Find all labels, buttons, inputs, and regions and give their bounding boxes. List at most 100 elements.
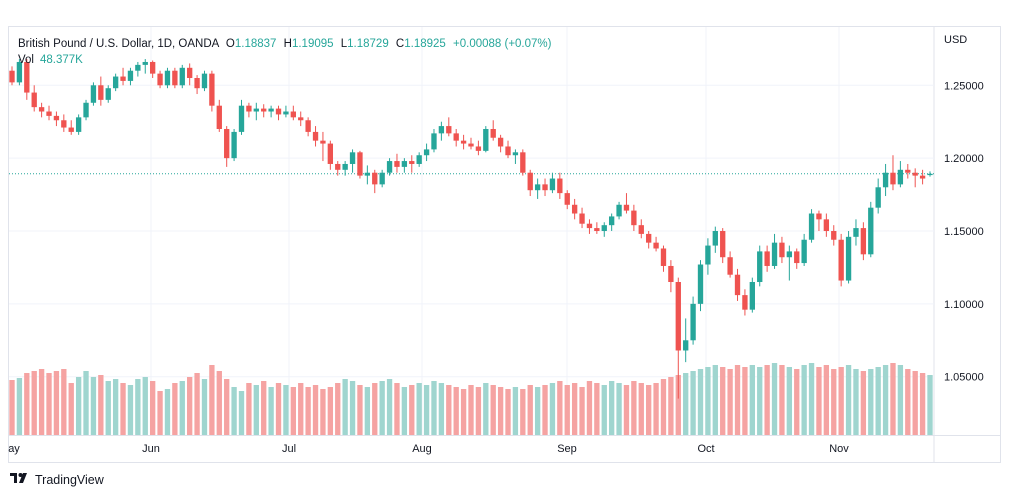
volume-bar bbox=[668, 377, 674, 435]
candle-body bbox=[860, 228, 867, 255]
candle-body bbox=[142, 61, 148, 65]
volume-bar bbox=[586, 381, 593, 435]
volume-bar bbox=[394, 383, 400, 435]
volume-bar bbox=[231, 387, 237, 435]
close-value: 1.18925 bbox=[404, 38, 446, 50]
candle-body bbox=[335, 163, 341, 170]
candle-body bbox=[349, 152, 356, 164]
volume-bar bbox=[320, 389, 326, 435]
candle-body bbox=[187, 67, 193, 78]
volume-bar bbox=[468, 385, 474, 435]
volume-bar bbox=[794, 369, 800, 435]
candle-body bbox=[668, 265, 674, 282]
candle-body bbox=[764, 251, 770, 266]
footer[interactable]: TradingView bbox=[10, 471, 104, 489]
volume-bar bbox=[594, 383, 600, 435]
volume-bar bbox=[497, 387, 504, 435]
volume-bar bbox=[268, 387, 274, 435]
volume-bar bbox=[431, 381, 437, 435]
candle-body bbox=[579, 213, 585, 224]
volume-bar bbox=[120, 383, 126, 435]
volume-bar bbox=[734, 365, 741, 435]
candle-body bbox=[705, 245, 711, 265]
y-tick-label: 1.20000 bbox=[944, 153, 984, 165]
candle-body bbox=[616, 204, 622, 217]
candle-body bbox=[712, 231, 718, 246]
volume-bar bbox=[683, 373, 689, 435]
volume-bar bbox=[534, 387, 541, 435]
candle-body bbox=[238, 105, 245, 132]
candle-body bbox=[771, 242, 778, 266]
volume-bar bbox=[771, 363, 778, 435]
volume-bar bbox=[423, 385, 430, 435]
volume-bar bbox=[720, 367, 726, 435]
candle-body bbox=[460, 140, 467, 144]
volume-bar bbox=[246, 383, 252, 435]
candle-body bbox=[16, 61, 23, 83]
candle-body bbox=[61, 120, 67, 128]
volume-bar bbox=[460, 389, 467, 435]
candle-body bbox=[9, 70, 15, 83]
volume-bar bbox=[357, 385, 363, 435]
candle-body bbox=[646, 233, 652, 243]
candle-body bbox=[608, 216, 615, 226]
candle-body bbox=[927, 173, 933, 176]
time-axis: ay Jun Jul Aug Sep Oct Nov bbox=[8, 443, 849, 455]
volume-bar bbox=[135, 379, 141, 435]
candle-body bbox=[75, 117, 82, 132]
candle-body bbox=[275, 108, 282, 115]
y-tick-label: 1.05000 bbox=[944, 372, 984, 384]
candle-body bbox=[534, 184, 541, 191]
volume-bar bbox=[757, 367, 763, 435]
candle-body bbox=[527, 172, 533, 191]
candle-body bbox=[224, 129, 230, 159]
candle-body bbox=[68, 127, 74, 132]
volume-bar bbox=[675, 375, 681, 435]
candle-body bbox=[194, 78, 200, 89]
volume-bar bbox=[83, 371, 89, 435]
volume-bar bbox=[838, 367, 844, 435]
candle-body bbox=[505, 146, 511, 156]
volume-bar bbox=[808, 363, 815, 435]
candle-body bbox=[386, 161, 393, 173]
candle-body bbox=[416, 155, 422, 164]
candle-body bbox=[24, 61, 30, 93]
volume-bar bbox=[557, 381, 563, 435]
volume-bar bbox=[690, 371, 696, 435]
candle-body bbox=[816, 213, 822, 220]
candle-body bbox=[372, 172, 378, 185]
candle-body bbox=[875, 187, 881, 208]
volume-bar bbox=[905, 369, 911, 435]
volume-bar bbox=[801, 365, 807, 435]
candle-body bbox=[409, 161, 415, 164]
volume-bar bbox=[912, 371, 918, 435]
volume-bar bbox=[705, 367, 711, 435]
price-axis: 1.25000 1.20000 1.15000 1.10000 1.05000 bbox=[944, 80, 984, 383]
candle-body bbox=[31, 92, 37, 108]
candle-body bbox=[164, 70, 171, 86]
volume-bar bbox=[9, 380, 15, 435]
volume-bar bbox=[631, 381, 637, 435]
candle-body bbox=[727, 257, 733, 275]
volume-bar bbox=[490, 385, 496, 435]
candle-body bbox=[453, 133, 459, 141]
x-tick-label: Oct bbox=[697, 443, 714, 455]
volume-bar bbox=[216, 371, 222, 435]
candle-body bbox=[209, 73, 215, 106]
candle-body bbox=[586, 223, 593, 229]
tradingview-logo-icon bbox=[10, 471, 30, 489]
candle-body bbox=[83, 102, 89, 118]
volume-bar bbox=[438, 383, 445, 435]
volume-bar bbox=[875, 367, 881, 435]
volume-bar bbox=[868, 369, 874, 435]
volume-bar bbox=[749, 365, 755, 435]
volume-bar bbox=[446, 385, 452, 435]
candle-body bbox=[246, 105, 252, 112]
volume-bar bbox=[712, 365, 718, 435]
volume-bar bbox=[845, 365, 852, 435]
candle-body bbox=[742, 295, 748, 310]
candle-body bbox=[697, 264, 704, 304]
volume-bar bbox=[142, 377, 148, 435]
volume-bar bbox=[475, 387, 482, 435]
